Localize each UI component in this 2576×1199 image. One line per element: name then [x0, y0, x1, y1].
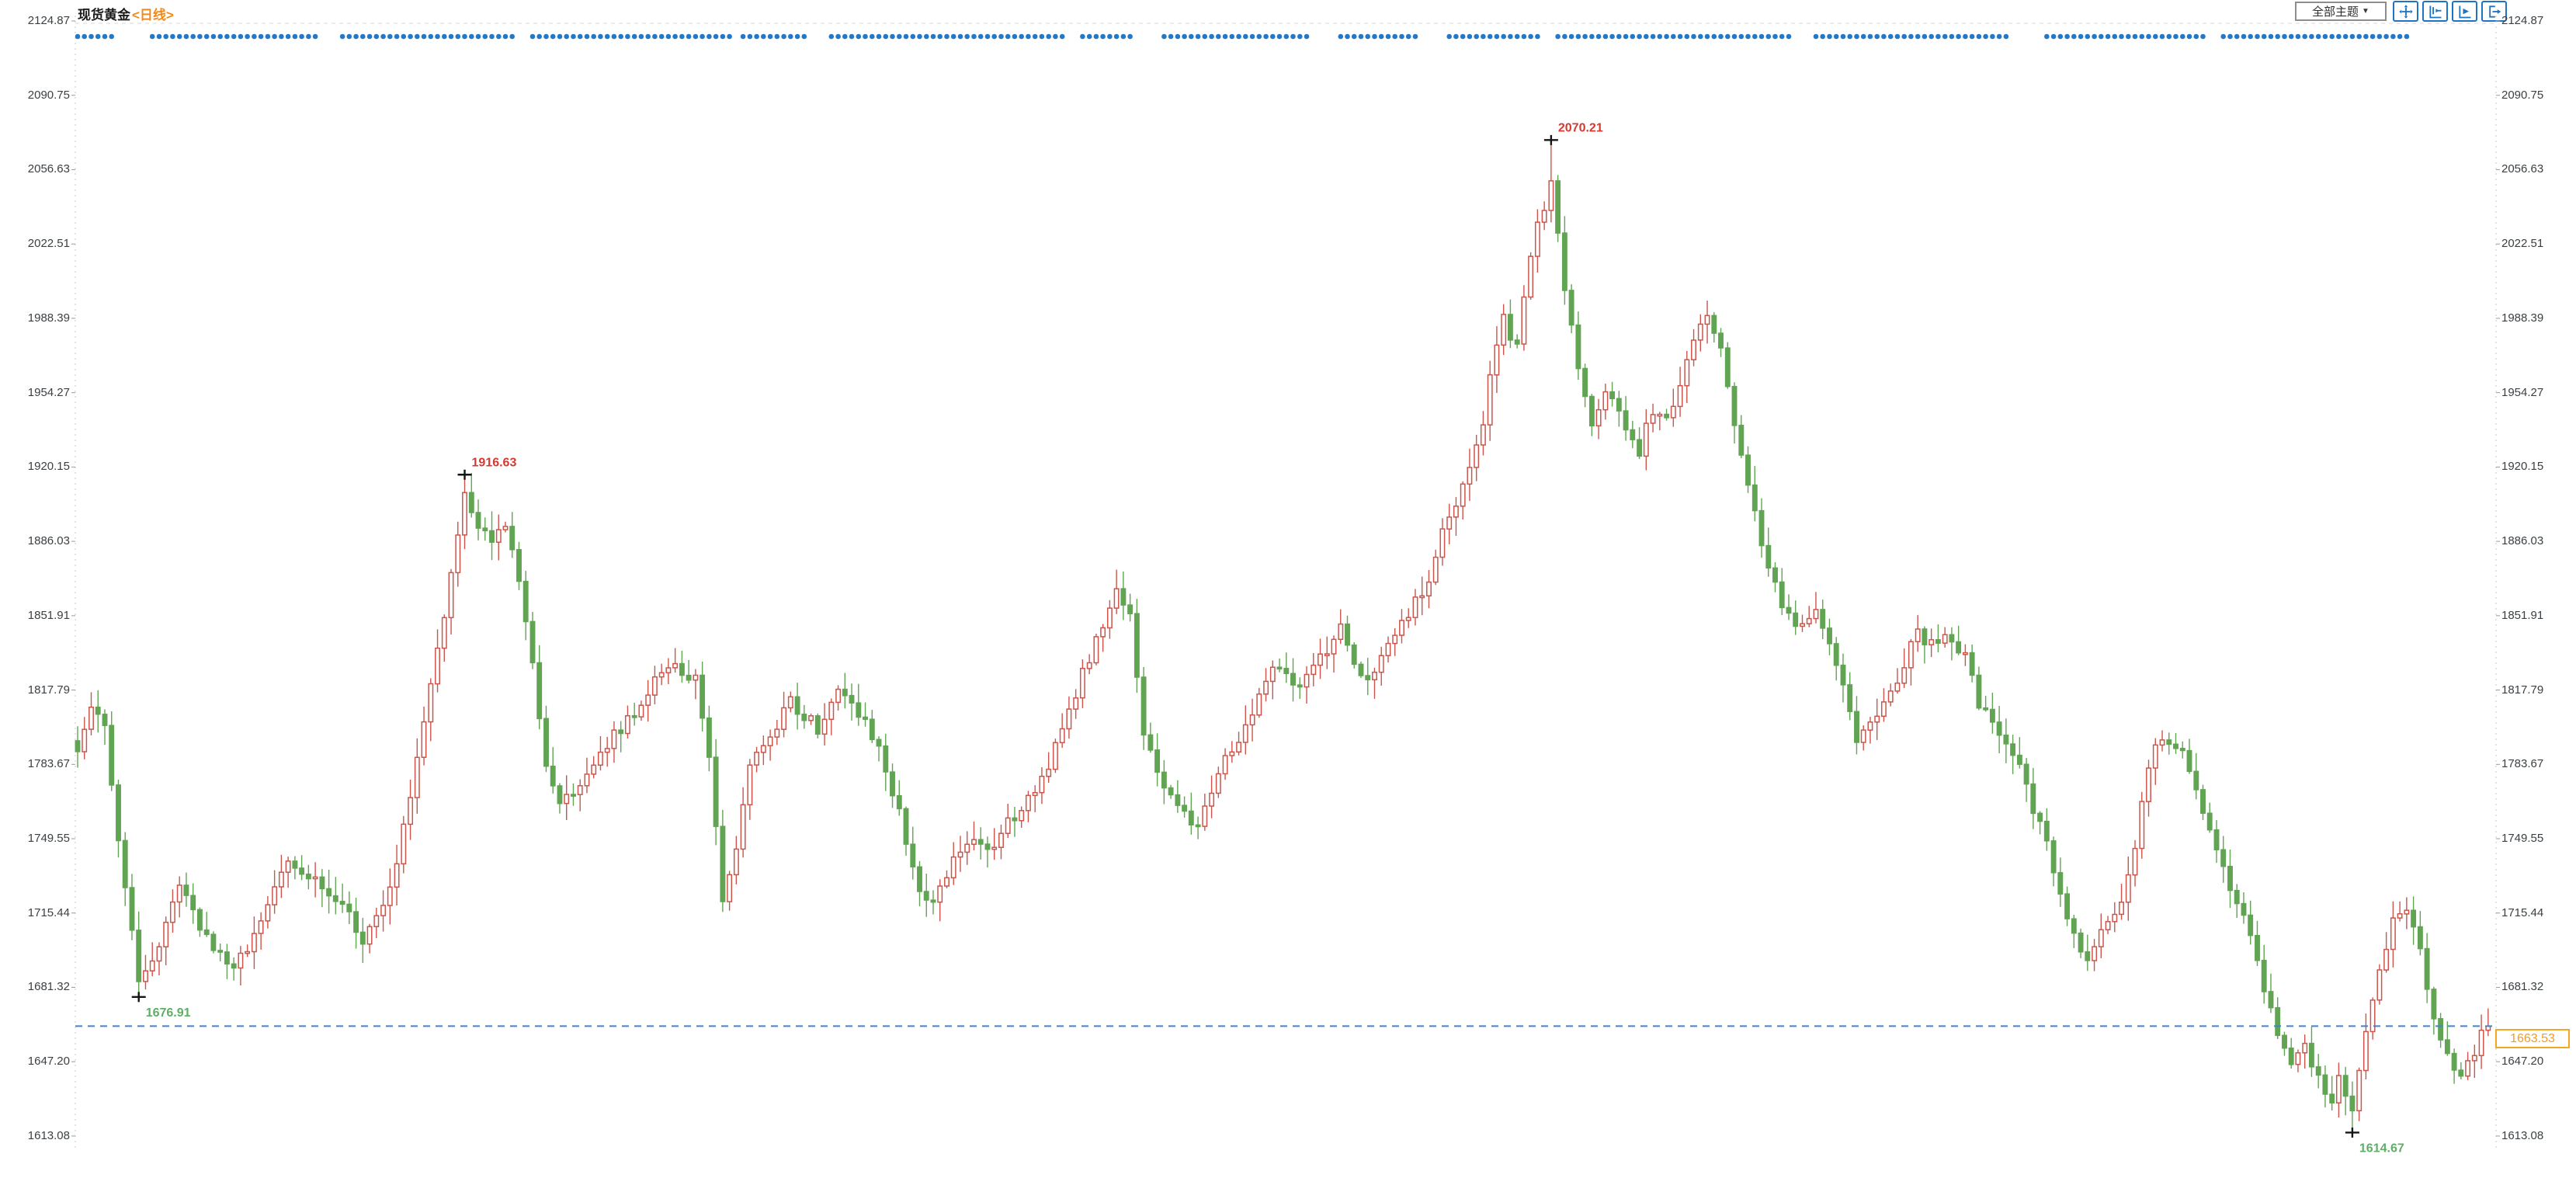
- symbol-name: 现货黄金: [78, 8, 130, 23]
- price-axis-tick-label: 1749.55: [2501, 832, 2544, 846]
- price-axis-tick-label: 1886.03: [27, 534, 70, 548]
- extreme-price-label: 1916.63: [472, 456, 517, 469]
- price-axis-tick-label: 1715.44: [2501, 905, 2544, 919]
- price-axis-tick-label: 2124.87: [27, 14, 70, 27]
- high-marker: 1916.63: [457, 456, 517, 480]
- play-axis-icon: [2458, 5, 2470, 18]
- extreme-price-label: 1676.91: [146, 1006, 191, 1020]
- price-axis-tick-label: 1647.20: [27, 1055, 70, 1069]
- last-price-tag: 1663.53: [2495, 1029, 2570, 1048]
- price-axis-tick-label: 2056.63: [27, 162, 70, 176]
- export-right-button[interactable]: [2481, 1, 2507, 22]
- low-marker: 1676.91: [131, 992, 191, 1020]
- export-right-icon: [2488, 5, 2501, 18]
- price-axis-tick-label: 1817.79: [2501, 683, 2544, 697]
- price-axis-tick-label: 1613.08: [2501, 1128, 2544, 1142]
- price-axis-tick-label: 1613.08: [27, 1128, 70, 1142]
- price-axis-tick-label: 2090.75: [2501, 88, 2544, 102]
- price-axis-tick-label: 1988.39: [2501, 311, 2544, 325]
- price-axis-tick-label: 1681.32: [27, 980, 70, 994]
- extreme-price-label: 1614.67: [2359, 1142, 2404, 1155]
- candles: [75, 140, 2491, 1133]
- pan-icon: [2398, 4, 2413, 19]
- price-axis-tick-label: 1851.91: [2501, 608, 2544, 622]
- price-axis-tick-label: 2022.51: [27, 237, 70, 251]
- price-axis-tick-label: 1920.15: [2501, 460, 2544, 474]
- theme-dropdown[interactable]: 全部主题 ▼: [2295, 2, 2387, 21]
- chevron-down-icon: ▼: [2362, 7, 2369, 16]
- price-axis-tick-label: 2056.63: [2501, 162, 2544, 176]
- play-forward-button[interactable]: [2452, 1, 2477, 22]
- price-axis-tick-label: 1715.44: [27, 905, 70, 919]
- theme-dropdown-label: 全部主题: [2312, 5, 2359, 19]
- price-axis-tick-label: 1783.67: [2501, 757, 2544, 771]
- price-axis-tick-label: 1783.67: [27, 757, 70, 771]
- low-marker: 1614.67: [2345, 1127, 2404, 1155]
- extreme-annotations: 1676.91 1916.63 2070.21 1614.67: [131, 121, 2404, 1155]
- price-axis-tick-label: 2090.75: [27, 88, 70, 102]
- extreme-price-label: 2070.21: [1558, 121, 1603, 134]
- price-axis-tick-label: 1817.79: [27, 683, 70, 697]
- price-axis-tick-label: 1681.32: [2501, 980, 2544, 994]
- compress-x-icon: [2428, 5, 2441, 18]
- compress-horizontal-button[interactable]: [2422, 1, 2448, 22]
- price-axis-tick-label: 1886.03: [2501, 534, 2544, 548]
- price-axis-tick-label: 1988.39: [27, 311, 70, 325]
- period-label: <日线>: [132, 8, 174, 23]
- axis-frame: [71, 16, 2500, 1148]
- price-axis-tick-label: 1920.15: [27, 460, 70, 474]
- last-price-value: 1663.53: [2510, 1031, 2555, 1045]
- high-marker: 2070.21: [1543, 121, 1603, 145]
- chart-title: 现货黄金 <日线>: [78, 4, 174, 23]
- pan-tool-button[interactable]: [2393, 1, 2418, 22]
- event-dots-row: [75, 33, 2410, 40]
- price-axis-tick-label: 1647.20: [2501, 1055, 2544, 1069]
- price-axis-tick-label: 2124.87: [2501, 14, 2544, 27]
- price-axis-tick-label: 1954.27: [27, 385, 70, 399]
- price-axis-tick-label: 2022.51: [2501, 237, 2544, 251]
- price-axis-tick-label: 1851.91: [27, 608, 70, 622]
- price-axis-tick-label: 1749.55: [27, 832, 70, 846]
- price-axis-tick-label: 1954.27: [2501, 385, 2544, 399]
